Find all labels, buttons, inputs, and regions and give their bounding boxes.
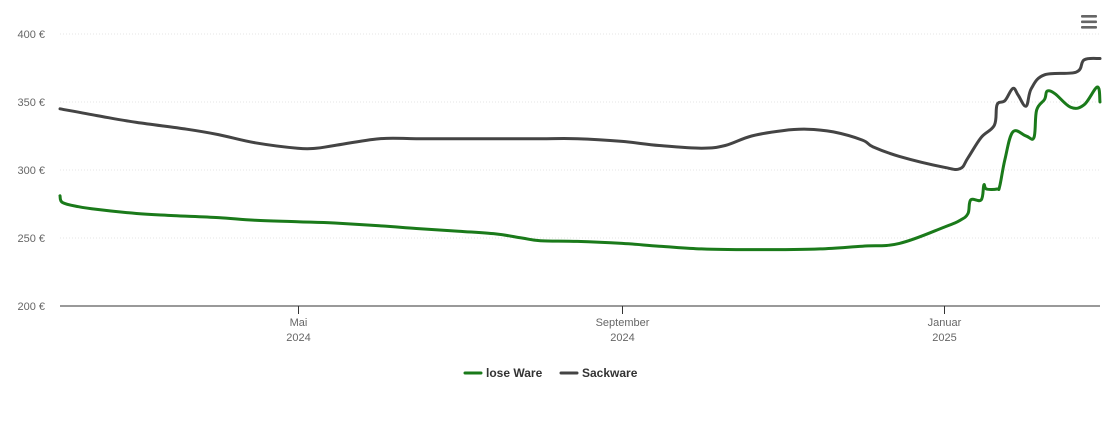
series-line-sackware[interactable] — [58, 56, 1102, 172]
legend-item-sackware[interactable]: Sackware — [559, 366, 638, 380]
y-tick-label: 300 € — [17, 165, 45, 177]
x-tick-label: Januar — [928, 317, 962, 329]
legend-label: lose Ware — [486, 366, 543, 380]
hamburger-menu-icon[interactable] — [1078, 12, 1100, 32]
axes: 200 € 250 € 300 € 350 € 400 € Mai 2024 Septembe… — [17, 29, 1100, 344]
legend-item-lose-ware[interactable]: lose Ware — [463, 366, 543, 380]
legend: lose Ware Sackware — [463, 366, 638, 380]
y-tick-label: 250 € — [17, 233, 45, 245]
x-tick-label: Mai — [290, 317, 308, 329]
legend-label: Sackware — [582, 366, 638, 380]
x-tick-label: September — [596, 317, 650, 329]
y-tick-label: 200 € — [17, 301, 45, 313]
y-tick-label: 400 € — [17, 29, 45, 41]
y-tick-label: 350 € — [17, 97, 45, 109]
grid — [60, 33, 1100, 239]
x-tick-year-label: 2024 — [610, 332, 634, 344]
x-tick-year-label: 2024 — [286, 332, 310, 344]
x-tick-year-label: 2025 — [932, 332, 956, 344]
series — [58, 56, 1102, 252]
series-line-lose-ware[interactable] — [58, 85, 1102, 252]
